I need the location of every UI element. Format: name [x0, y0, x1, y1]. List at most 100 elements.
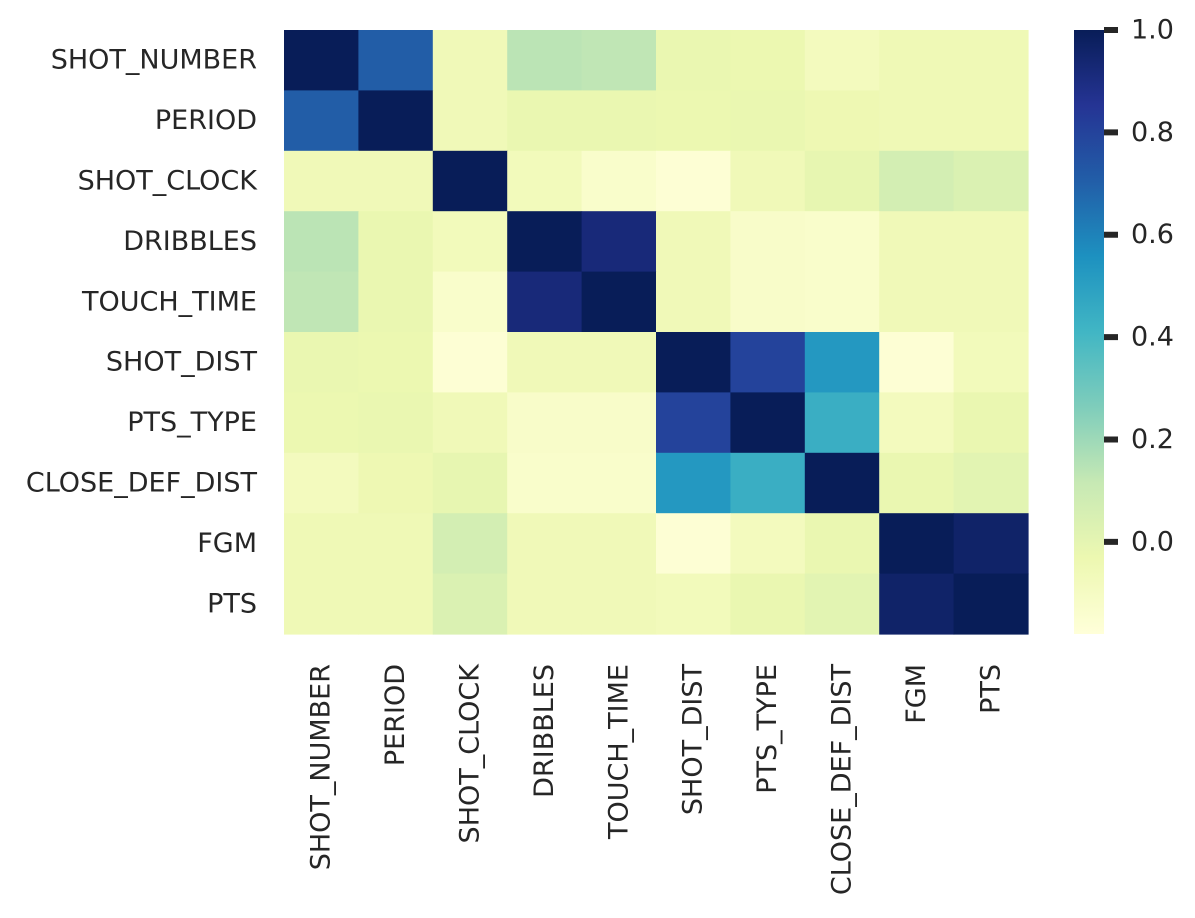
heatmap-cell-dribbles-pts_type — [730, 211, 806, 273]
y-tick-label: PTS_TYPE — [127, 407, 257, 438]
heatmap-cell-shot_dist-shot_dist — [656, 332, 731, 393]
heatmap-cell-shot_dist-close_def_dist — [804, 332, 880, 393]
x-tick-label: SHOT_NUMBER — [306, 664, 337, 870]
heatmap-cell-dribbles-dribbles — [507, 211, 583, 273]
x-tick-label: PTS_TYPE — [752, 664, 783, 794]
heatmap-cell-period-pts — [953, 90, 1029, 152]
heatmap-cell-fgm-shot_clock — [432, 513, 508, 575]
heatmap-cell-fgm-shot_number — [284, 513, 359, 575]
heatmap-cell-shot_dist-dribbles — [507, 332, 583, 393]
heatmap-cell-shot_number-shot_dist — [656, 30, 731, 91]
heatmap-cell-close_def_dist-touch_time — [581, 452, 657, 514]
colorbar-tick-label: 0.2 — [1131, 424, 1174, 455]
heatmap-cell-shot_dist-shot_number — [284, 332, 359, 393]
heatmap-cell-close_def_dist-close_def_dist — [804, 452, 880, 514]
colorbar-ticks: 0.0 0.2 0.4 0.6 0.8 1.0 — [1104, 15, 1174, 557]
heatmap-cell-close_def_dist-dribbles — [507, 452, 583, 514]
heatmap-cell-pts_type-dribbles — [507, 392, 583, 454]
heatmap-cell-shot_number-fgm — [879, 30, 955, 91]
heatmap-cell-shot_number-touch_time — [581, 30, 657, 91]
heatmap-cell-touch_time-shot_number — [284, 271, 359, 333]
heatmap-cell-touch_time-pts — [953, 271, 1029, 333]
heatmap-cell-shot_dist-pts_type — [730, 332, 806, 393]
heatmap-cell-shot_dist-shot_clock — [432, 332, 508, 393]
y-tick-labels: SHOT_NUMBER PERIOD SHOT_CLOCK DRIBBLES TOUCH… — [26, 45, 258, 620]
heatmap-cell-touch_time-shot_clock — [432, 271, 508, 333]
colorbar-tick-label: 0.6 — [1131, 219, 1174, 250]
heatmap-cell-pts-shot_dist — [656, 573, 731, 635]
heatmap-cell-touch_time-pts_type — [730, 271, 806, 333]
heatmap-cell-touch_time-shot_dist — [656, 271, 731, 333]
heatmap-cell-touch_time-fgm — [879, 271, 955, 333]
heatmap-cell-shot_number-shot_clock — [432, 30, 508, 91]
heatmap-cell-period-close_def_dist — [804, 90, 880, 152]
heatmap-cell-close_def_dist-shot_clock — [432, 452, 508, 514]
heatmap-cell-touch_time-close_def_dist — [804, 271, 880, 333]
heatmap-cell-pts-touch_time — [581, 573, 657, 635]
x-tick-label: PTS — [975, 664, 1006, 714]
heatmap-cell-shot_number-period — [358, 30, 434, 91]
heatmap-cell-pts_type-fgm — [879, 392, 955, 454]
y-tick-label: SHOT_NUMBER — [51, 45, 257, 76]
heatmap-cell-close_def_dist-period — [358, 452, 434, 514]
heatmap-cell-dribbles-touch_time — [581, 211, 657, 273]
heatmap-cell-dribbles-fgm — [879, 211, 955, 273]
y-tick-label: CLOSE_DEF_DIST — [26, 468, 258, 499]
heatmap-cell-close_def_dist-fgm — [879, 452, 955, 514]
heatmap-cell-close_def_dist-shot_dist — [656, 452, 731, 514]
x-tick-label: SHOT_DIST — [678, 664, 709, 816]
heatmap-cell-pts-pts — [953, 573, 1029, 635]
x-tick-label: TOUCH_TIME — [603, 664, 634, 840]
heatmap-cell-dribbles-shot_clock — [432, 211, 508, 273]
y-tick-label: DRIBBLES — [123, 226, 257, 257]
heatmap-cell-shot_dist-pts — [953, 332, 1029, 393]
heatmap-cell-fgm-touch_time — [581, 513, 657, 575]
y-tick-label: SHOT_CLOCK — [78, 166, 259, 197]
heatmap-cell-shot_number-pts_type — [730, 30, 806, 91]
x-tick-label: CLOSE_DEF_DIST — [827, 664, 858, 896]
heatmap-cell-shot_clock-close_def_dist — [804, 150, 880, 212]
heatmap-cell-fgm-pts — [953, 513, 1029, 575]
heatmap-cell-pts_type-shot_dist — [656, 392, 731, 454]
x-tick-label: FGM — [901, 664, 932, 724]
heatmap-cell-shot_number-dribbles — [507, 30, 583, 91]
colorbar: 0.0 0.2 0.4 0.6 0.8 1.0 — [1074, 15, 1174, 634]
heatmap-cells — [284, 30, 1029, 635]
heatmap-cell-close_def_dist-shot_number — [284, 452, 359, 514]
heatmap-cell-pts-fgm — [879, 573, 955, 635]
heatmap-cell-pts_type-shot_number — [284, 392, 359, 454]
heatmap-cell-pts_type-pts — [953, 392, 1029, 454]
x-tick-labels: SHOT_NUMBER PERIOD SHOT_CLOCK DRIBBLES TOUCH… — [306, 663, 1007, 895]
heatmap-cell-shot_clock-dribbles — [507, 150, 583, 212]
x-tick-label: DRIBBLES — [529, 664, 560, 798]
heatmap-cell-shot_number-shot_number — [284, 30, 359, 91]
heatmap-cell-shot_clock-shot_clock — [432, 150, 508, 212]
heatmap-cell-pts-shot_clock — [432, 573, 508, 635]
heatmap-cell-shot_number-close_def_dist — [804, 30, 880, 91]
heatmap-cell-dribbles-shot_dist — [656, 211, 731, 273]
heatmap-cell-shot_dist-touch_time — [581, 332, 657, 393]
heatmap-cell-shot_clock-shot_number — [284, 150, 359, 212]
heatmap-cell-fgm-dribbles — [507, 513, 583, 575]
heatmap-cell-period-shot_clock — [432, 90, 508, 152]
y-tick-label: PERIOD — [155, 105, 257, 136]
y-tick-label: FGM — [197, 528, 257, 559]
y-tick-label: SHOT_DIST — [106, 347, 258, 378]
heatmap-cell-period-shot_dist — [656, 90, 731, 152]
heatmap-cell-touch_time-touch_time — [581, 271, 657, 333]
heatmap-cell-shot_clock-fgm — [879, 150, 955, 212]
heatmap-cell-pts_type-period — [358, 392, 434, 454]
colorbar-tick-label: 0.8 — [1131, 117, 1174, 148]
heatmap-cell-shot_number-pts — [953, 30, 1029, 91]
heatmap-cell-close_def_dist-pts_type — [730, 452, 806, 514]
heatmap-cell-pts_type-close_def_dist — [804, 392, 880, 454]
heatmap-cell-fgm-shot_dist — [656, 513, 731, 575]
heatmap-cell-pts-dribbles — [507, 573, 583, 635]
heatmap-cell-period-period — [358, 90, 434, 152]
heatmap-cell-shot_clock-shot_dist — [656, 150, 731, 212]
heatmap-cell-pts-period — [358, 573, 434, 635]
heatmap-cell-dribbles-period — [358, 211, 434, 273]
x-tick-label: PERIOD — [380, 664, 411, 766]
colorbar-tick-label: 1.0 — [1131, 15, 1174, 46]
colorbar-tick-label: 0.0 — [1131, 526, 1174, 557]
